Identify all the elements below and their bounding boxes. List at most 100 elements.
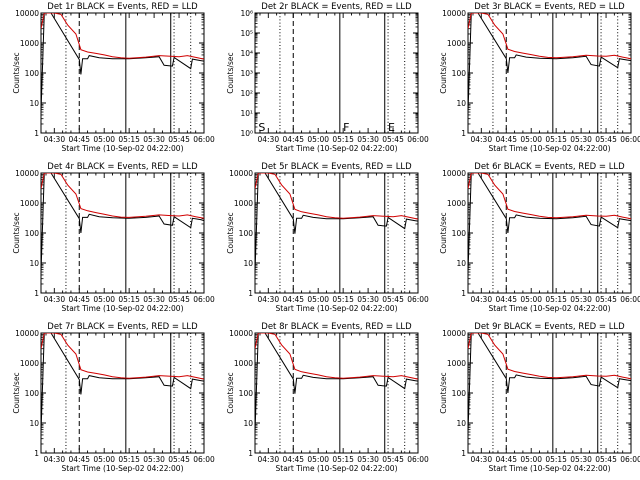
x-tick-label: 05:30 (143, 295, 165, 304)
x-axis-label: Start Time (10-Sep-02 04:22:00) (276, 304, 398, 313)
x-tick-label: 04:30 (470, 295, 492, 304)
plot-frame (254, 172, 419, 294)
y-tick-label: 10 (456, 259, 466, 268)
y-tick-label: 10 (243, 419, 253, 428)
y-tick-label: 10 (456, 419, 466, 428)
y-tick-label: 10000 (442, 329, 466, 338)
plot-frame (254, 12, 419, 134)
x-tick-label: 04:45 (68, 135, 90, 144)
y-tick-label: 10000 (229, 329, 253, 338)
series-events (468, 13, 631, 113)
y-tick-label: 1 (34, 289, 39, 298)
y-tick-label: 1000 (20, 39, 39, 48)
y-tick-label: 1 (461, 129, 466, 138)
series-lld (255, 173, 418, 220)
y-tick-label: 10 (29, 419, 39, 428)
x-axis-label: Start Time (10-Sep-02 04:22:00) (276, 144, 398, 153)
x-tick-label: 05:00 (93, 135, 115, 144)
y-tick-label: 1 (248, 289, 253, 298)
y-tick-label: 1000 (234, 359, 253, 368)
panel-det-9: Det 9r BLACK = Events, RED = LLD 1 10 100 10… (439, 322, 640, 473)
x-tick-label: 05:15 (118, 135, 140, 144)
y-axis-label: Counts/sec (439, 212, 448, 253)
x-tick-label: 04:30 (257, 135, 279, 144)
x-tick-label: 05:00 (520, 455, 542, 464)
series-lld (41, 13, 204, 60)
y-tick-label: 10³ (240, 69, 253, 78)
series-lld (255, 333, 418, 380)
x-tick-label: 05:00 (93, 295, 115, 304)
x-tick-label: 05:30 (570, 295, 592, 304)
x-axis-label: Start Time (10-Sep-02 04:22:00) (62, 304, 184, 313)
panel-det-1: Det 1r BLACK = Events, RED = LLD 1 10 100 10… (12, 2, 215, 153)
x-tick-label: 06:00 (407, 135, 429, 144)
y-tick-label: 10¹ (240, 109, 253, 118)
y-tick-label: 100 (239, 389, 254, 398)
y-tick-label: 10 (243, 259, 253, 268)
x-tick-label: 05:45 (595, 455, 617, 464)
series-events (468, 173, 631, 273)
panel-title: Det 2r BLACK = Events, RED = LLD (261, 2, 412, 12)
y-tick-label: 10000 (15, 329, 39, 338)
panel-det-5: Det 5r BLACK = Events, RED = LLD 1 10 100 10… (226, 162, 429, 313)
panel-title: Det 9r BLACK = Events, RED = LLD (474, 322, 625, 332)
series-lld (41, 173, 204, 219)
panel-title: Det 8r BLACK = Events, RED = LLD (261, 322, 412, 332)
y-tick-label: 100 (25, 389, 40, 398)
x-tick-label: 05:00 (307, 295, 329, 304)
y-tick-label: 100 (452, 389, 467, 398)
x-tick-label: 05:30 (143, 135, 165, 144)
x-axis-label: Start Time (10-Sep-02 04:22:00) (489, 144, 611, 153)
x-tick-label: 05:45 (168, 295, 190, 304)
x-tick-label: 05:30 (357, 135, 379, 144)
x-tick-label: 04:45 (282, 455, 304, 464)
x-tick-label: 04:45 (282, 295, 304, 304)
panel-det-6: Det 6r BLACK = Events, RED = LLD 1 10 100 10… (439, 162, 640, 313)
x-tick-label: 05:45 (595, 295, 617, 304)
x-tick-label: 05:00 (520, 295, 542, 304)
y-tick-label: 10 (29, 99, 39, 108)
panel-title: Det 5r BLACK = Events, RED = LLD (261, 162, 412, 172)
plot-frame (467, 332, 632, 454)
x-tick-label: 05:15 (545, 135, 567, 144)
y-axis-label: Counts/sec (12, 212, 21, 253)
x-tick-label: 05:30 (357, 295, 379, 304)
x-tick-label: 04:30 (43, 135, 65, 144)
x-axis-label: Start Time (10-Sep-02 04:22:00) (489, 464, 611, 473)
x-tick-label: 06:00 (620, 135, 640, 144)
x-tick-label: 04:30 (257, 455, 279, 464)
y-axis-label: Counts/sec (226, 372, 235, 413)
x-tick-label: 05:00 (307, 455, 329, 464)
panel-det-7: Det 7r BLACK = Events, RED = LLD 1 10 100 10… (12, 322, 215, 473)
y-tick-label: 1 (34, 129, 39, 138)
series-events (255, 333, 418, 433)
x-tick-label: 06:00 (620, 455, 640, 464)
x-tick-label: 06:00 (193, 295, 215, 304)
panel-det-4: Det 4r BLACK = Events, RED = LLD 1 10 100 10… (12, 162, 215, 313)
y-tick-label: 1000 (447, 39, 466, 48)
x-tick-label: 04:30 (43, 455, 65, 464)
x-tick-label: 04:30 (470, 135, 492, 144)
y-tick-label: 10000 (15, 169, 39, 178)
y-axis-label: Counts/sec (439, 372, 448, 413)
y-tick-label: 100 (239, 229, 254, 238)
series-lld (468, 173, 631, 220)
y-tick-label: 100 (452, 69, 467, 78)
annotation-letter: S (258, 121, 265, 134)
x-tick-label: 06:00 (407, 455, 429, 464)
y-axis-label: Counts/sec (12, 52, 21, 93)
x-tick-label: 05:30 (570, 455, 592, 464)
y-tick-label: 100 (25, 69, 40, 78)
x-axis-label: Start Time (10-Sep-02 04:22:00) (62, 464, 184, 473)
x-tick-label: 05:15 (118, 295, 140, 304)
x-tick-label: 05:45 (382, 295, 404, 304)
y-tick-label: 1000 (20, 359, 39, 368)
panel-det-8: Det 8r BLACK = Events, RED = LLD 1 10 100 10… (226, 322, 429, 473)
x-tick-label: 05:15 (332, 135, 354, 144)
y-tick-label: 10000 (442, 9, 466, 18)
x-tick-label: 05:15 (545, 455, 567, 464)
panel-det-3: Det 3r BLACK = Events, RED = LLD 1 10 100 10… (439, 2, 640, 153)
y-axis-label: Counts/sec (12, 372, 21, 413)
x-axis-label: Start Time (10-Sep-02 04:22:00) (62, 144, 184, 153)
